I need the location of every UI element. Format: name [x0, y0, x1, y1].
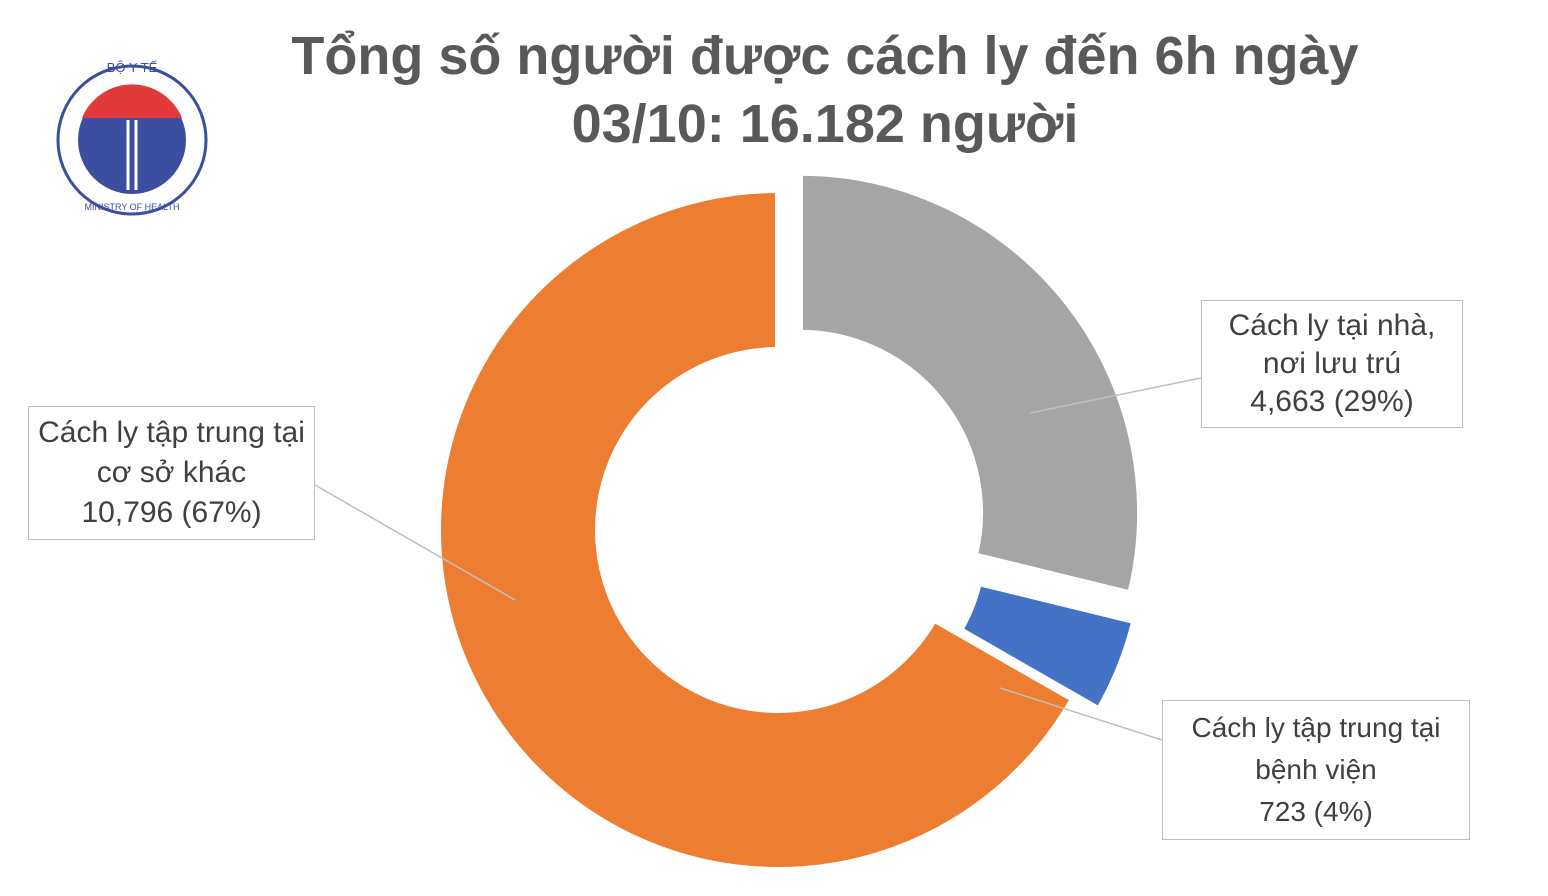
donut-slice [956, 579, 1138, 714]
category-label: Cách ly tại nhà, nơi lưu trú [1228, 309, 1436, 380]
value-label: 10,796 (67%) [81, 496, 262, 529]
donut-slice [797, 169, 1143, 598]
label-box: Cách ly tập trung tại bệnh viện 723 (4%) [1162, 700, 1470, 840]
logo: BỘ Y TẾ MINISTRY OF HEALTH [56, 60, 208, 216]
logo-top: BỘ Y TẾ [107, 60, 158, 75]
leader-lines [314, 377, 1202, 741]
value-label: 4,663 (29%) [1250, 385, 1414, 418]
leader-line [314, 484, 516, 601]
logo-band [82, 84, 182, 118]
label-box: Cách ly tại nhà, nơi lưu trú 4,663 (29%) [1201, 300, 1463, 428]
leader-line [1029, 377, 1202, 414]
logo-staff [126, 120, 138, 190]
label-box: Cách ly tập trung tại cơ sở khác 10,796 … [28, 406, 315, 540]
value-label: 723 (4%) [1259, 796, 1373, 827]
logo-bottom: MINISTRY OF HEALTH [84, 202, 179, 212]
category-label: Cách ly tập trung tại cơ sở khác [38, 416, 305, 489]
category-label: Cách ly tập trung tại bệnh viện [1191, 712, 1441, 785]
chart-title: Tổng số người được cách ly đến 6h ngày 0… [291, 26, 1359, 154]
leader-line [999, 687, 1163, 741]
donut-slice [435, 186, 1078, 873]
